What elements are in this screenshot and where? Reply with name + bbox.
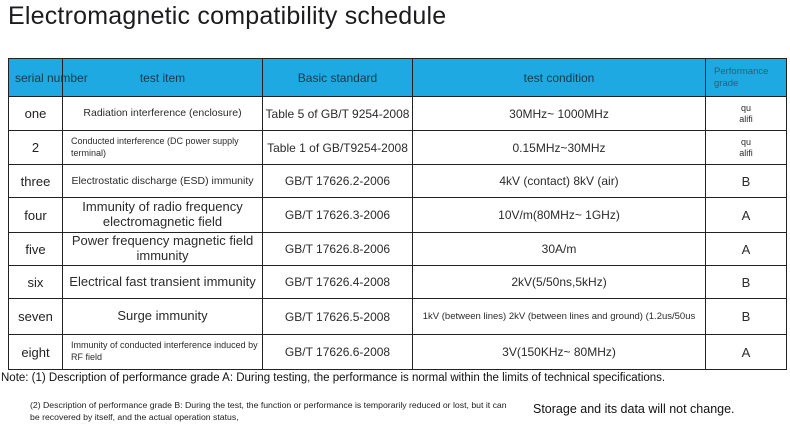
cell-serial: six <box>8 265 63 299</box>
cell-grade: qu alifi <box>705 96 787 131</box>
table-row: four Immunity of radio frequency electro… <box>8 197 787 233</box>
cell-grade: B <box>705 164 787 198</box>
cell-basic-standard: GB/T 17626.3-2006 <box>262 197 413 233</box>
table-row: eight Immunity of conducted interference… <box>8 334 787 370</box>
note-grade-a: Note: (1) Description of performance gra… <box>1 372 666 384</box>
cell-basic-standard: GB/T 17626.4-2008 <box>262 265 413 299</box>
cell-grade: B <box>705 298 787 335</box>
cell-grade: A <box>705 232 787 266</box>
cell-serial: three <box>8 164 63 198</box>
table-row: six Electrical fast transient immunity G… <box>8 265 787 299</box>
cell-test-condition: 1kV (between lines) 2kV (between lines a… <box>412 298 706 335</box>
cell-serial: 2 <box>8 130 63 165</box>
table-row: three Electrostatic discharge (ESD) immu… <box>8 164 787 198</box>
cell-basic-standard: GB/T 17626.8-2006 <box>262 232 413 266</box>
cell-test-item: Electrostatic discharge (ESD) immunity <box>62 164 263 198</box>
cell-serial: seven <box>8 298 63 335</box>
cell-test-condition: 30MHz~ 1000MHz <box>412 96 706 131</box>
header-row: serial number test item Basic standard t… <box>8 58 787 97</box>
header-serial-number: serial number <box>8 58 88 97</box>
cell-basic-standard: GB/T 17626.5-2008 <box>262 298 413 335</box>
cell-grade: qu alifi <box>705 130 787 165</box>
cell-test-item: Immunity of conducted interference induc… <box>62 334 263 370</box>
header-test-item: test item <box>62 58 263 97</box>
header-basic-standard: Basic standard <box>262 58 413 97</box>
cell-basic-standard: Table 5 of GB/T 9254-2008 <box>262 96 413 131</box>
header-performance-grade: Performance grade <box>705 58 787 97</box>
note-storage: Storage and its data will not change. <box>533 402 735 416</box>
table-row: 2 Conducted interference (DC power suppl… <box>8 130 787 165</box>
cell-basic-standard: GB/T 17626.6-2008 <box>262 334 413 370</box>
cell-test-condition: 3V(150KHz~ 80MHz) <box>412 334 706 370</box>
cell-test-item: Immunity of radio frequency electromagne… <box>62 197 263 233</box>
page-title: Electromagnetic compatibility schedule <box>8 2 447 30</box>
emc-schedule-table: serial number test item Basic standard t… <box>8 58 787 370</box>
cell-test-item: Electrical fast transient immunity <box>62 265 263 299</box>
cell-grade: A <box>705 197 787 233</box>
cell-test-condition: 2kV(5/50ns,5kHz) <box>412 265 706 299</box>
cell-serial: five <box>8 232 63 266</box>
cell-test-item: Conducted interference (DC power supply … <box>62 130 263 165</box>
cell-test-item: Surge immunity <box>62 298 263 335</box>
cell-grade: B <box>705 265 787 299</box>
cell-basic-standard: Table 1 of GB/T9254-2008 <box>262 130 413 165</box>
table-row: seven Surge immunity GB/T 17626.5-2008 1… <box>8 298 787 335</box>
table-row: one Radiation interference (enclosure) T… <box>8 96 787 131</box>
cell-test-condition: 0.15MHz~30MHz <box>412 130 706 165</box>
header-test-condition: test condition <box>412 58 706 97</box>
note-grade-b: (2) Description of performance grade B: … <box>30 400 507 423</box>
cell-test-item: Radiation interference (enclosure) <box>62 96 263 131</box>
cell-test-condition: 4kV (contact) 8kV (air) <box>412 164 706 198</box>
cell-test-item: Power frequency magnetic field immunity <box>62 232 263 266</box>
cell-test-condition: 10V/m(80MHz~ 1GHz) <box>412 197 706 233</box>
table-row: five Power frequency magnetic field immu… <box>8 232 787 266</box>
cell-test-condition: 30A/m <box>412 232 706 266</box>
cell-basic-standard: GB/T 17626.2-2006 <box>262 164 413 198</box>
cell-grade: A <box>705 334 787 370</box>
cell-serial: four <box>8 197 63 233</box>
cell-serial: one <box>8 96 63 131</box>
cell-serial: eight <box>8 334 63 370</box>
